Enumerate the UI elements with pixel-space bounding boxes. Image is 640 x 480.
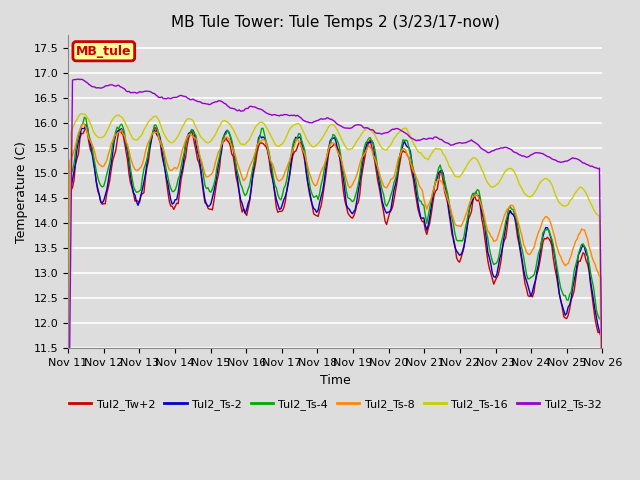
Tul2_Ts-4 xyxy=(252,152,259,157)
Tul2_Ts-2 xyxy=(243,206,250,212)
Tul2_Ts-4 xyxy=(243,191,250,196)
Tul2_Ts-2 xyxy=(570,277,578,283)
Line: Tul2_Ts-32: Tul2_Ts-32 xyxy=(68,79,602,480)
Tul2_Ts-8 xyxy=(300,148,307,154)
Text: MB_tule: MB_tule xyxy=(76,45,132,58)
Tul2_Ts-32 xyxy=(598,417,606,423)
Tul2_Ts-32 xyxy=(252,105,259,110)
Y-axis label: Temperature (C): Temperature (C) xyxy=(15,141,28,243)
Tul2_Ts-4 xyxy=(225,129,232,135)
Tul2_Ts-16 xyxy=(570,192,578,197)
Tul2_Ts-8 xyxy=(81,121,88,127)
Legend: Tul2_Tw+2, Tul2_Ts-2, Tul2_Ts-4, Tul2_Ts-8, Tul2_Ts-16, Tul2_Ts-32: Tul2_Tw+2, Tul2_Ts-2, Tul2_Ts-4, Tul2_Ts… xyxy=(65,395,606,414)
Tul2_Tw+2 xyxy=(82,125,90,131)
Line: Tul2_Ts-2: Tul2_Ts-2 xyxy=(68,125,602,480)
Tul2_Ts-2 xyxy=(131,192,139,198)
Tul2_Ts-2 xyxy=(300,146,307,152)
Tul2_Ts-32 xyxy=(131,89,139,95)
Tul2_Ts-16 xyxy=(77,111,85,117)
Tul2_Ts-8 xyxy=(131,167,139,172)
Tul2_Ts-4 xyxy=(598,313,606,319)
Tul2_Tw+2 xyxy=(225,139,232,145)
Tul2_Tw+2 xyxy=(243,213,250,218)
Tul2_Ts-32 xyxy=(225,104,232,110)
Tul2_Tw+2 xyxy=(570,288,578,294)
Tul2_Tw+2 xyxy=(598,340,606,346)
Tul2_Ts-16 xyxy=(131,137,139,143)
Line: Tul2_Tw+2: Tul2_Tw+2 xyxy=(68,128,602,480)
Tul2_Ts-32 xyxy=(300,118,307,123)
Line: Tul2_Ts-8: Tul2_Ts-8 xyxy=(68,124,602,480)
Tul2_Ts-16 xyxy=(64,448,72,454)
Tul2_Ts-32 xyxy=(570,156,578,161)
Tul2_Ts-2 xyxy=(82,122,90,128)
Tul2_Ts-32 xyxy=(243,106,250,111)
Tul2_Ts-4 xyxy=(570,268,578,274)
Tul2_Ts-4 xyxy=(81,114,88,120)
Tul2_Ts-4 xyxy=(300,143,307,148)
Tul2_Ts-8 xyxy=(252,148,259,154)
Tul2_Ts-8 xyxy=(243,173,250,179)
Tul2_Ts-4 xyxy=(131,187,139,193)
Tul2_Ts-8 xyxy=(225,136,232,142)
Tul2_Ts-16 xyxy=(252,124,259,130)
Tul2_Ts-2 xyxy=(252,152,259,157)
Title: MB Tule Tower: Tule Temps 2 (3/23/17-now): MB Tule Tower: Tule Temps 2 (3/23/17-now… xyxy=(171,15,500,30)
Line: Tul2_Ts-4: Tul2_Ts-4 xyxy=(68,117,602,480)
Tul2_Ts-16 xyxy=(300,128,307,134)
Line: Tul2_Ts-16: Tul2_Ts-16 xyxy=(68,114,602,480)
Tul2_Tw+2 xyxy=(300,150,307,156)
Tul2_Ts-32 xyxy=(75,76,83,82)
Tul2_Tw+2 xyxy=(131,198,139,204)
Tul2_Ts-16 xyxy=(243,140,250,145)
Tul2_Ts-8 xyxy=(570,243,578,249)
Tul2_Ts-2 xyxy=(598,328,606,334)
Tul2_Ts-16 xyxy=(225,120,232,126)
X-axis label: Time: Time xyxy=(320,373,351,387)
Tul2_Ts-2 xyxy=(225,129,232,135)
Tul2_Tw+2 xyxy=(252,160,259,166)
Tul2_Ts-8 xyxy=(64,414,72,420)
